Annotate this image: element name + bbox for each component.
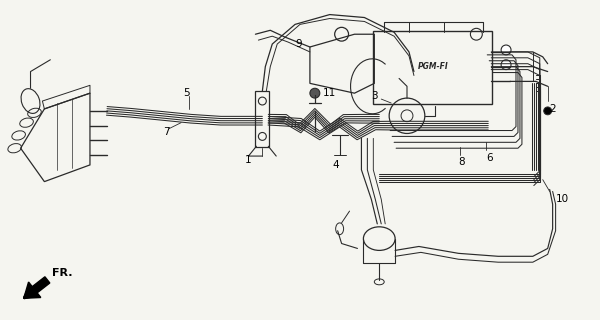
- FancyArrow shape: [24, 277, 50, 298]
- Text: 1: 1: [245, 155, 251, 165]
- Text: 11: 11: [323, 88, 336, 98]
- Text: 6: 6: [486, 153, 493, 163]
- Text: PGM-FI: PGM-FI: [418, 62, 448, 71]
- Circle shape: [544, 107, 551, 115]
- Text: 8: 8: [458, 157, 465, 167]
- Text: 3: 3: [371, 91, 378, 101]
- Text: 9: 9: [295, 39, 302, 49]
- Circle shape: [310, 88, 320, 98]
- Text: 4: 4: [332, 160, 339, 170]
- Circle shape: [501, 60, 511, 69]
- Text: FR.: FR.: [52, 268, 73, 278]
- Text: 2: 2: [550, 104, 556, 114]
- Text: 10: 10: [556, 194, 569, 204]
- Text: 7: 7: [163, 127, 170, 138]
- Circle shape: [501, 45, 511, 55]
- Text: 5: 5: [183, 88, 190, 98]
